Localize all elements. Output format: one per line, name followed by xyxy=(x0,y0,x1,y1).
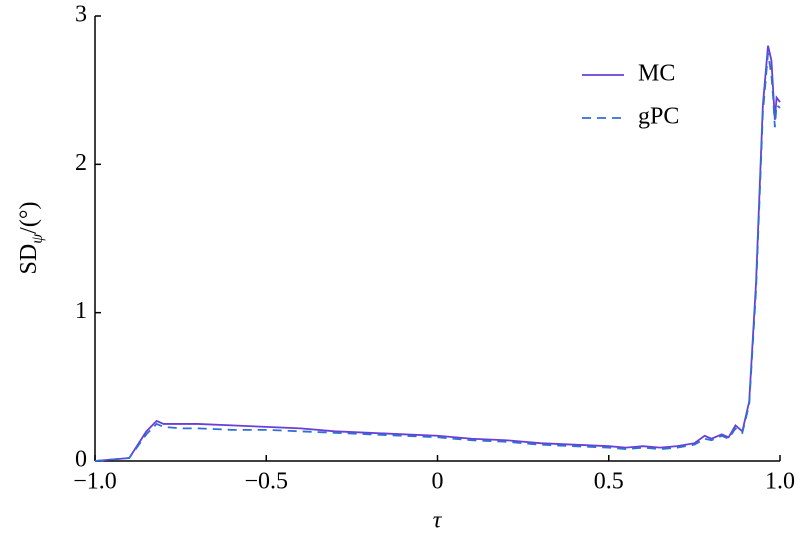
series-line xyxy=(94,52,781,462)
y-tick-label: 0 xyxy=(75,447,87,473)
y-tick-label: 2 xyxy=(75,150,87,176)
legend-label: MC xyxy=(638,61,675,87)
x-tick-label: −1.0 xyxy=(73,469,117,495)
y-label-main: SD xyxy=(16,244,42,275)
legend-label: gPC xyxy=(638,104,679,130)
y-label-suffix: /(°) xyxy=(16,202,42,234)
y-tick-label: 3 xyxy=(75,2,87,28)
x-tick-label: −0.5 xyxy=(244,469,288,495)
x-tick-label: 1.0 xyxy=(765,469,795,495)
y-tick-label: 1 xyxy=(75,298,87,324)
x-axis-label: τ xyxy=(433,508,443,534)
x-tick-label: 0 xyxy=(432,469,444,495)
y-axis-label: SDψ/(°) xyxy=(16,202,46,275)
x-tick-label: 0.5 xyxy=(594,469,624,495)
y-label-sub: ψ xyxy=(29,233,46,244)
